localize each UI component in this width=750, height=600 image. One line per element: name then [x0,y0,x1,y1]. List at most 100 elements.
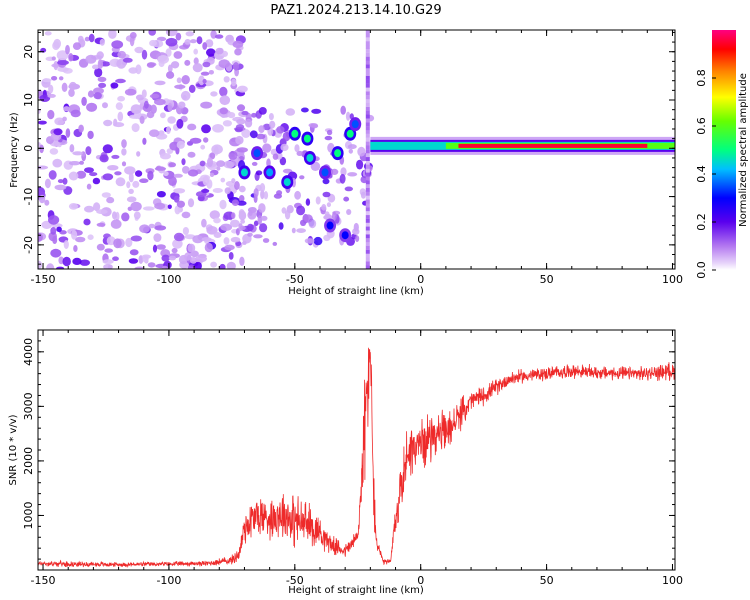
noise-speckle [258,125,265,133]
noise-speckle [97,76,107,82]
noise-speckle [65,128,71,138]
vertical-artifact-cell [365,230,370,235]
vertical-artifact-cell [365,180,370,185]
noise-speckle [128,67,138,74]
noise-speckle [84,36,90,42]
noise-speckle [57,179,64,184]
noise-speckle [206,226,218,235]
noise-speckle [161,254,170,262]
vertical-artifact-cell [365,99,370,103]
x-tick-label: 50 [540,273,554,286]
noise-speckle [259,223,268,233]
noise-speckle [161,265,169,269]
noise-speckle [100,61,111,67]
noise-speckle [347,172,358,177]
signal-blob [351,120,359,129]
vertical-artifact-cell [365,75,370,80]
noise-speckle [79,259,91,266]
vertical-artifact-cell [365,118,370,123]
noise-speckle [231,178,236,184]
noise-speckle [139,224,150,233]
noise-speckle [247,223,254,232]
noise-speckle [68,203,79,210]
noise-speckle [121,212,130,222]
noise-speckle [141,254,151,259]
noise-speckle [340,167,347,177]
noise-speckle [108,30,117,39]
noise-speckle [235,228,240,236]
noise-speckle [237,85,248,93]
noise-speckle [245,118,253,128]
noise-speckle [272,153,279,160]
noise-speckle [63,106,70,112]
noise-speckle [214,34,224,39]
vertical-artifact-cell [365,184,370,188]
x-tick-label: -100 [156,273,181,286]
noise-speckle [62,256,71,267]
noise-speckle [166,71,175,79]
noise-speckle [76,170,87,179]
vertical-artifact-cell [365,106,370,111]
noise-speckle [96,222,106,227]
noise-speckle [171,61,180,69]
noise-speckle [142,137,147,145]
noise-speckle [146,62,155,68]
noise-speckle [38,194,46,204]
x-tick-label: -50 [286,574,304,587]
noise-speckle [99,38,105,46]
noise-speckle [180,90,191,101]
noise-speckle [167,116,176,124]
vertical-artifact-cell [365,110,370,115]
noise-speckle [93,202,101,212]
noise-speckle [360,191,366,199]
vertical-artifact-cell [365,37,370,42]
noise-speckle [53,128,63,136]
noise-speckle [139,178,149,183]
noise-speckle [253,234,263,239]
vertical-artifact-cell [365,160,370,165]
noise-speckle [238,195,245,202]
vertical-artifact-cell [365,72,370,76]
noise-speckle [39,144,44,154]
noise-speckle [324,213,332,220]
noise-speckle [200,144,206,150]
noise-speckle [201,188,210,193]
noise-speckle [266,158,271,168]
noise-speckle [216,160,226,168]
noise-speckle [103,119,113,127]
colorbar-tick-label: 0.8 [695,69,708,87]
noise-speckle [53,38,61,49]
snr-ylabel: SNR (10 * v/v) [8,414,19,485]
noise-speckle [129,249,139,256]
noise-speckle [51,56,56,61]
noise-speckle [46,263,55,269]
noise-speckle [256,133,266,140]
colorbar: 0.0 0.2 0.4 0.6 0.8 Normalized spectral ampl… [695,30,749,279]
noise-speckle [114,171,122,176]
noise-speckle [235,135,244,145]
vertical-artifact-cell [365,141,370,146]
noise-speckle [303,214,313,223]
noise-speckle [50,227,57,235]
noise-speckle [83,218,91,226]
x-tick-label: 0 [417,574,424,587]
noise-speckle [168,255,177,261]
vertical-artifact-cell [365,60,370,65]
y-tick-label: 3000 [22,392,35,420]
noise-speckle [112,256,119,262]
noise-speckle [192,63,203,73]
noise-speckle [96,243,105,251]
noise-speckle [200,101,213,109]
noise-speckle [209,210,220,220]
noise-speckle [301,107,309,113]
noise-speckle [305,198,311,206]
noise-speckle [284,209,291,220]
noise-speckle [199,160,206,167]
noise-speckle [147,170,154,181]
noise-speckle [173,188,186,194]
noise-speckle [171,247,178,254]
noise-speckle [92,64,100,70]
noise-speckle [326,129,333,136]
noise-speckle [202,78,207,84]
